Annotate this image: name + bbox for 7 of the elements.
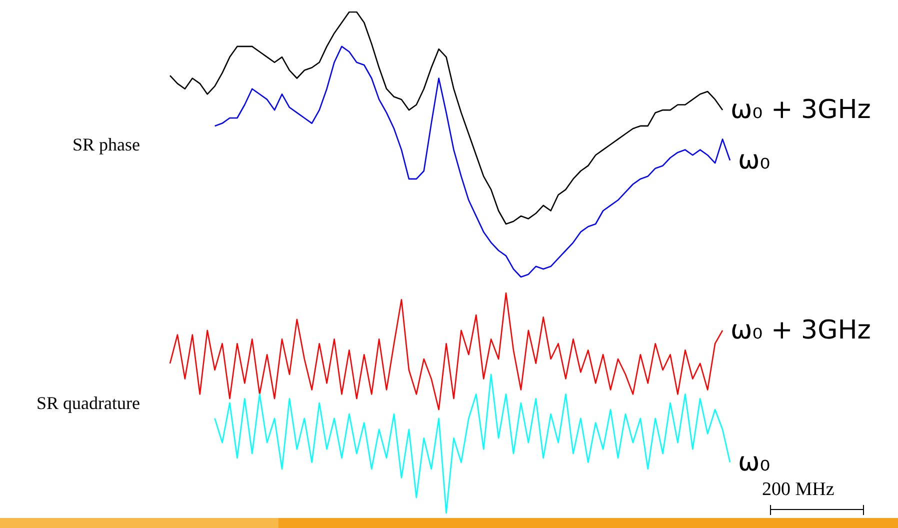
y-axis-title: SR quadrature xyxy=(36,393,140,413)
text: 200 MHz xyxy=(762,479,834,501)
y-axis-title: SR phase xyxy=(72,134,140,154)
series-label: ω₀ + 3GHz xyxy=(730,315,871,346)
series-label: ω₀ + 3GHz xyxy=(730,95,871,126)
series-label: ω₀ xyxy=(738,145,770,176)
series-label: ω₀ xyxy=(738,447,770,478)
